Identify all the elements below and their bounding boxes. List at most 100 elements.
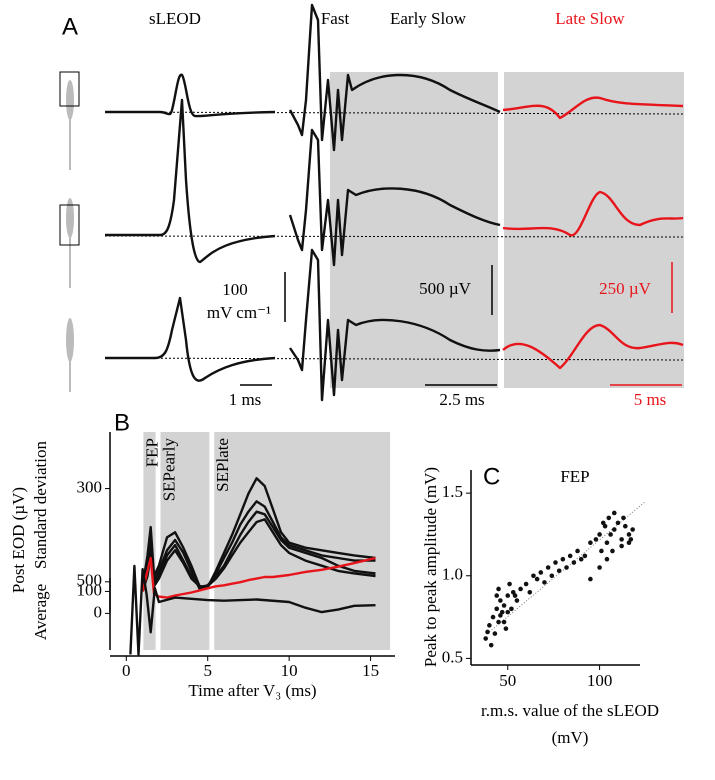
point [588,540,593,546]
point [619,543,624,549]
y-axis-label: Post EOD (µV) [9,487,28,593]
point [549,573,555,579]
point [608,532,613,537]
electrode-box [59,71,80,107]
x-axis-label: Time after V₃ (ms) [188,681,316,700]
point [600,520,606,526]
shade [330,72,498,388]
baseline [104,235,684,238]
point [496,586,501,592]
panel-a: A sLEOD Fast Early Slow Late Slow 100 mV [59,3,684,409]
electrode-box [59,204,80,246]
y-tick-label: 500 [77,571,103,590]
point [593,537,599,542]
trace [288,128,501,267]
point [611,510,617,516]
point [523,581,529,587]
trace [141,518,376,592]
point [621,515,626,521]
point [567,553,573,559]
point [542,580,547,585]
trace [288,3,501,152]
scale-label: 500 µV [419,279,472,298]
y-tick-label: 1.0 [442,565,463,584]
x-tick-label: 100 [587,671,613,690]
y-axis-label: Peak to peak amplitude (mV) [421,467,440,667]
point [483,636,488,641]
point [604,556,610,562]
x-tick-label: 5 [203,661,212,680]
point [545,565,551,570]
point [619,537,624,542]
point [498,598,503,603]
point [501,619,507,625]
baseline [104,111,684,115]
point [556,568,562,574]
label: Late Slow [555,9,625,28]
scale-label: 1 ms [229,390,262,409]
point [560,556,566,562]
trace [141,556,376,599]
point [564,565,569,570]
label: sLEOD [149,9,201,28]
point [571,560,577,565]
point [498,613,503,618]
trace [289,248,501,402]
y-tick-label: 300 [77,477,103,496]
trace [502,323,684,370]
y-tick-label: 0.5 [442,647,463,666]
point [485,629,490,635]
panel-letter: B [114,409,130,436]
point [527,589,533,595]
trace [141,500,376,591]
x-axis-label: r.m.s. value of the sLEOD [481,701,659,720]
fit-line [489,501,646,633]
scale-label: 250 µV [599,279,652,298]
point [610,548,615,554]
scale-label: mV cm⁻¹ [207,303,271,322]
point [578,556,584,562]
point [553,560,558,565]
point [492,631,498,636]
baseline [104,357,684,361]
x-tick-label: 10 [281,661,298,680]
scale-label: 2.5 ms [439,390,484,409]
point [494,593,500,598]
point [588,576,593,582]
x-tick-label: 0 [122,661,131,680]
panel-letter: A [62,13,78,40]
panel-c: C FEP 0.5 1.0 1.5 50 100 r.m.s. value of the sL… [421,463,659,747]
x-axis-label: (mV) [552,728,589,747]
region-label: FEP [142,438,161,467]
point [507,581,512,587]
region [160,432,210,650]
point [501,603,507,608]
y-tick-label: 0 [94,602,103,621]
point [597,565,602,570]
point [505,593,511,598]
point [575,548,580,554]
panel-letter: C [483,463,500,490]
point [628,537,634,542]
y-tick-label: 100 [77,580,103,599]
point [597,532,602,537]
point [490,614,496,620]
region [214,432,391,650]
label: Early Slow [390,9,467,28]
y-axis-label: Average [31,584,50,640]
x-tick-label: 50 [499,671,516,690]
point [604,540,610,546]
point [599,548,604,554]
x-tick-label: 15 [362,661,379,680]
y-tick-label: 1.5 [442,482,463,501]
scale-label: 100 [222,280,248,299]
point [623,523,628,529]
trace [141,510,376,592]
fish-icon [66,80,74,392]
point [626,532,632,537]
point [488,642,494,648]
y-axis-label: Standard deviation [31,441,50,569]
trace [502,96,684,120]
